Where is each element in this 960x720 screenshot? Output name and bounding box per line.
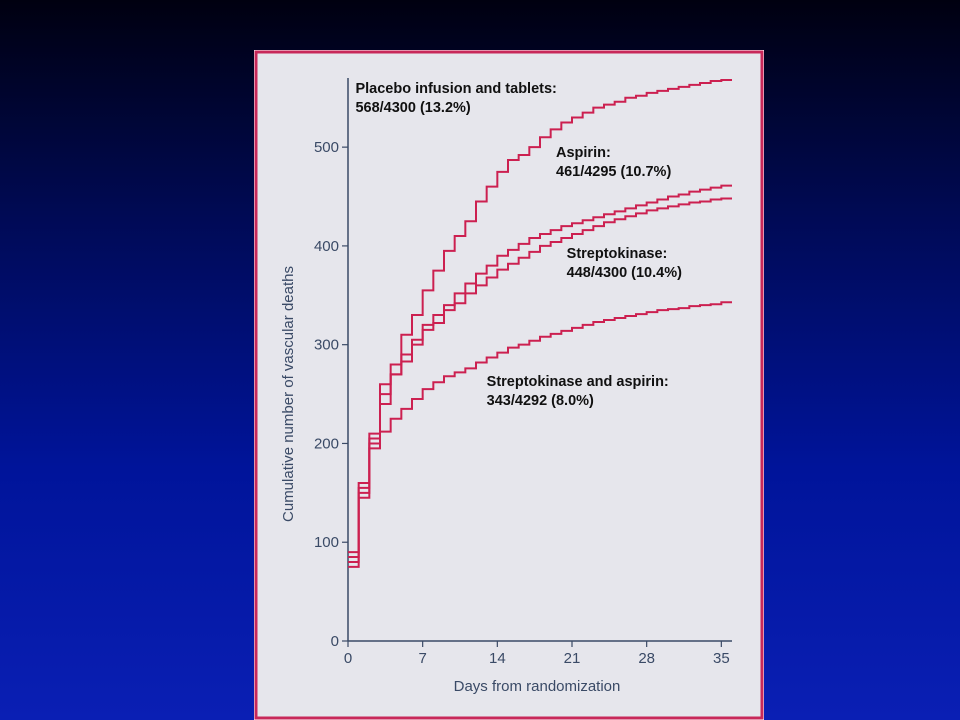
chart-svg: 0 100 200 300 400 500 0 7 14 21 28 35 Placebo infusi… bbox=[254, 50, 764, 720]
x-tick-label: 14 bbox=[489, 650, 506, 667]
annotation-aspirin-stats: 461/4295 (10.7%) bbox=[556, 164, 671, 180]
x-tick-label: 35 bbox=[713, 650, 730, 667]
y-tick-label: 0 bbox=[331, 633, 339, 650]
chart-figure: 0 100 200 300 400 500 0 7 14 21 28 35 Placebo infusi… bbox=[254, 50, 764, 720]
plot-area: 0 100 200 300 400 500 0 7 14 21 28 35 Placebo infusi… bbox=[314, 78, 732, 667]
annotation-streptokinase-and-aspirin-label: Streptokinase and aspirin: bbox=[487, 374, 669, 390]
x-tick-label: 28 bbox=[638, 650, 655, 667]
y-tick-label: 400 bbox=[314, 238, 339, 255]
annotation-streptokinase-stats: 448/4300 (10.4%) bbox=[567, 265, 682, 281]
x-tick-label: 0 bbox=[344, 650, 352, 667]
annotation-placebo-infusion-and-tablets-label: Placebo infusion and tablets: bbox=[355, 81, 556, 97]
y-tick-label: 300 bbox=[314, 337, 339, 354]
y-tick-label: 100 bbox=[314, 534, 339, 551]
x-tick-label: 21 bbox=[564, 650, 581, 667]
series-line-placebo-infusion-and-tablets bbox=[348, 78, 732, 554]
x-axis-title: Days from randomization bbox=[454, 678, 621, 695]
annotation-aspirin-label: Aspirin: bbox=[556, 145, 611, 161]
y-tick-label: 500 bbox=[314, 139, 339, 156]
series-line-aspirin bbox=[348, 184, 732, 559]
annotation-streptokinase-and-aspirin-stats: 343/4292 (8.0%) bbox=[487, 393, 594, 409]
series-line-streptokinase-and-aspirin bbox=[348, 301, 732, 568]
annotation-streptokinase-label: Streptokinase: bbox=[567, 246, 668, 262]
x-tick-label: 7 bbox=[418, 650, 426, 667]
y-tick-label: 200 bbox=[314, 435, 339, 452]
annotation-placebo-infusion-and-tablets-stats: 568/4300 (13.2%) bbox=[355, 100, 470, 116]
y-axis-title: Cumulative number of vascular deaths bbox=[280, 266, 297, 522]
series-line-streptokinase bbox=[348, 197, 732, 563]
